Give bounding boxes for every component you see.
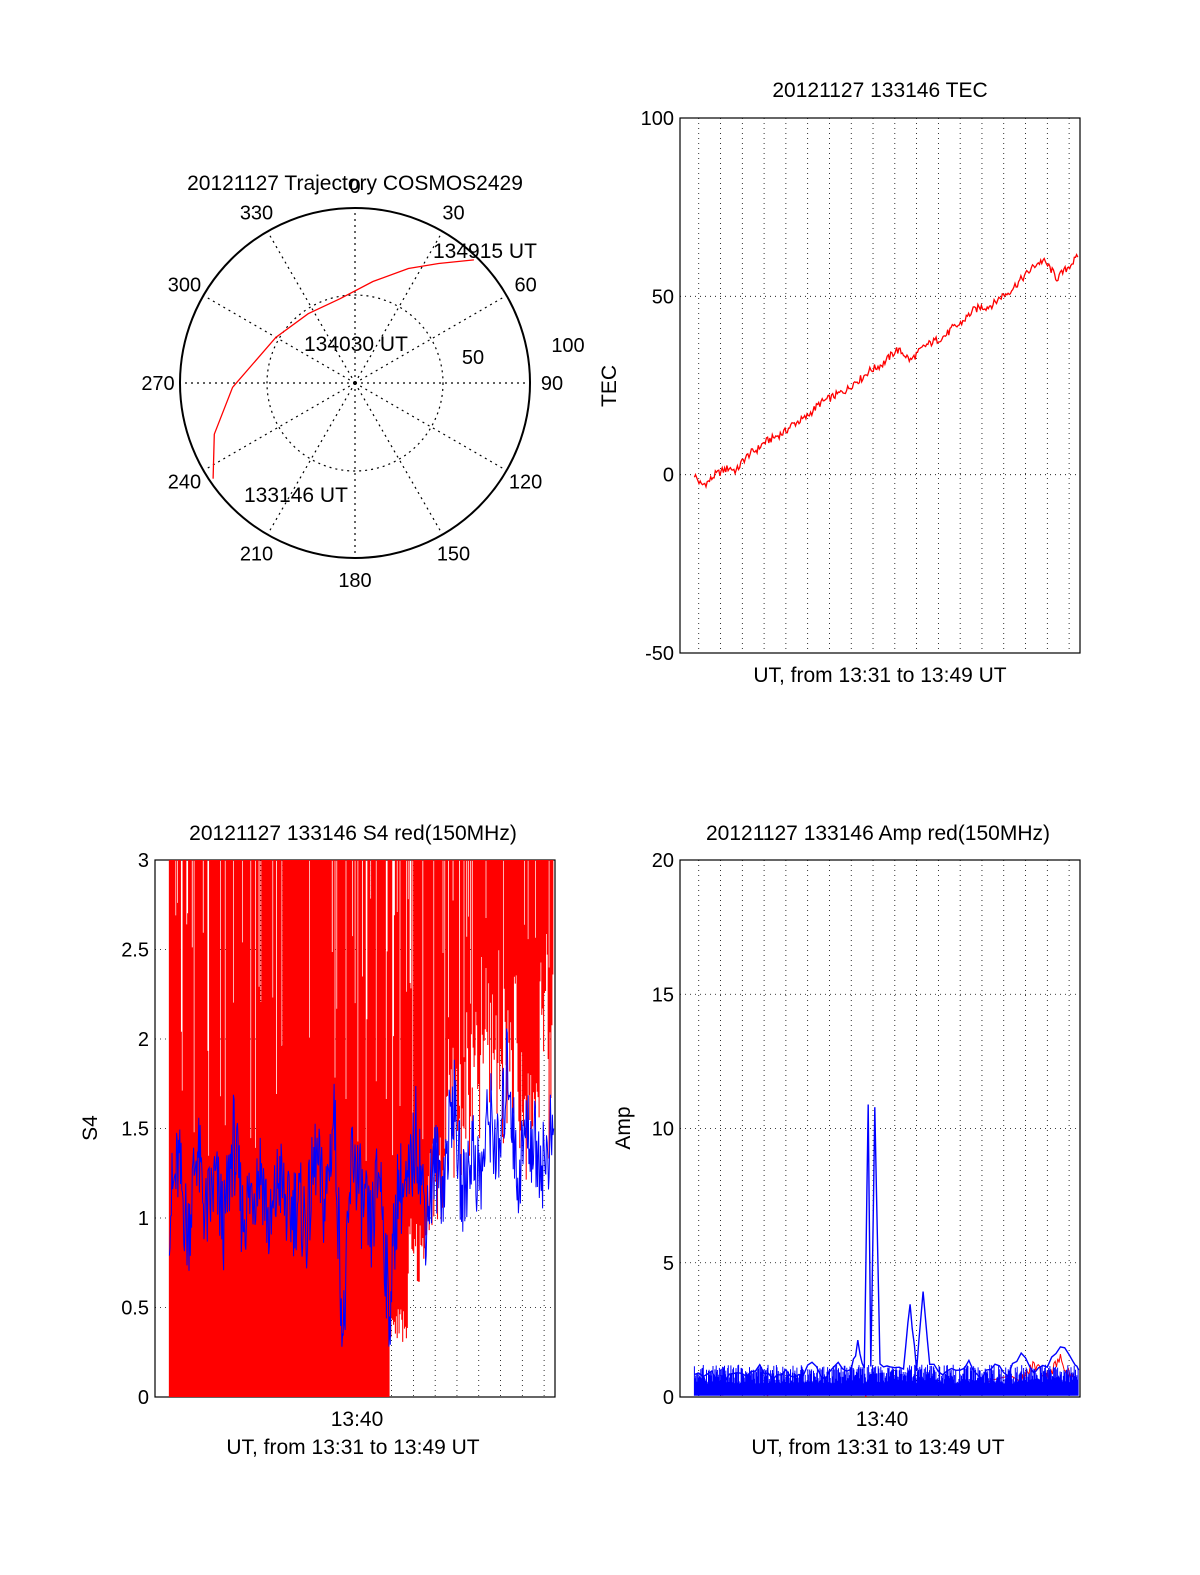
amp-ytick-label: 0 bbox=[663, 1387, 674, 1409]
polar-chart: 20121127 Trajectory COSMOS2429 0 30 60 90 12… bbox=[141, 172, 584, 592]
amp-chart: 20121127 133146 Amp red(150MHz) 0 5 10 15 20… bbox=[612, 822, 1081, 1459]
polar-radius-label-50: 50 bbox=[462, 347, 484, 369]
s4-ylabel: S4 bbox=[79, 1115, 102, 1141]
s4-ytick-label: 2.5 bbox=[121, 940, 149, 962]
polar-angle-label: 0 bbox=[349, 176, 360, 198]
s4-ytick-label: 1.5 bbox=[121, 1119, 149, 1141]
polar-spoke bbox=[354, 382, 444, 535]
s4-xtick-label: 13:40 bbox=[331, 1408, 384, 1431]
amp-y-ticks: 0 5 10 15 20 bbox=[652, 850, 674, 1409]
polar-angle-label: 150 bbox=[437, 544, 470, 566]
amp-blue-series bbox=[694, 1104, 1080, 1384]
amp-title: 20121127 133146 Amp red(150MHz) bbox=[706, 822, 1050, 845]
polar-angle-label: 90 bbox=[541, 373, 563, 395]
polar-angle-label: 300 bbox=[168, 275, 201, 297]
s4-blue-series bbox=[168, 1028, 555, 1347]
tec-series-line bbox=[693, 252, 1079, 490]
s4-ytick-label: 2 bbox=[138, 1029, 149, 1051]
tec-plot-frame bbox=[679, 117, 1081, 654]
polar-angle-label: 120 bbox=[509, 472, 542, 494]
tec-ytick-label: 100 bbox=[641, 108, 674, 130]
s4-series bbox=[168, 860, 555, 1397]
amp-ytick-label: 10 bbox=[652, 1119, 674, 1141]
trajectory-start-label: 133146 UT bbox=[244, 484, 348, 507]
amp-ytick-label: 20 bbox=[652, 850, 674, 872]
polar-spoke bbox=[354, 294, 507, 384]
amp-ytick-label: 15 bbox=[652, 984, 674, 1006]
polar-spoke bbox=[266, 382, 356, 535]
tec-chart: 20121127 133146 TEC -50 0 50 100 TEC UT, fr… bbox=[598, 79, 1081, 687]
amp-grid bbox=[680, 860, 1080, 1397]
polar-trajectory-line bbox=[212, 259, 474, 479]
amp-ylabel: Amp bbox=[612, 1106, 635, 1149]
tec-xlabel: UT, from 13:31 to 13:49 UT bbox=[753, 664, 1006, 687]
polar-angle-label: 330 bbox=[240, 202, 273, 224]
s4-title: 20121127 133146 S4 red(150MHz) bbox=[189, 822, 517, 845]
polar-radius-label-100: 100 bbox=[551, 335, 584, 357]
trajectory-mid-label: 134030 UT bbox=[304, 333, 408, 356]
polar-inner-ring bbox=[266, 294, 444, 472]
tec-grid bbox=[680, 118, 1080, 653]
polar-spoke bbox=[266, 231, 356, 384]
amp-blue-band bbox=[693, 1364, 1079, 1396]
s4-ytick-label: 3 bbox=[138, 850, 149, 872]
s4-y-ticks: 0 0.5 1 1.5 2 2.5 3 bbox=[121, 850, 149, 1409]
polar-spokes bbox=[180, 208, 530, 558]
amp-xtick-label: 13:40 bbox=[856, 1408, 909, 1431]
polar-angle-label: 210 bbox=[240, 544, 273, 566]
polar-angle-label: 30 bbox=[442, 202, 464, 224]
polar-spoke bbox=[203, 294, 356, 384]
tec-ytick-label: 0 bbox=[663, 465, 674, 487]
polar-angle-label: 270 bbox=[141, 373, 174, 395]
polar-angle-label: 180 bbox=[338, 570, 371, 592]
tec-ylabel: TEC bbox=[598, 365, 621, 407]
tec-y-ticks: -50 0 50 100 bbox=[641, 108, 674, 665]
s4-ytick-label: 1 bbox=[138, 1208, 149, 1230]
polar-title: 20121127 Trajectory COSMOS2429 bbox=[187, 172, 523, 195]
polar-angle-label: 240 bbox=[168, 472, 201, 494]
s4-ytick-label: 0 bbox=[138, 1387, 149, 1409]
amp-xlabel: UT, from 13:31 to 13:49 UT bbox=[751, 1436, 1004, 1459]
tec-ytick-label: -50 bbox=[645, 643, 674, 665]
s4-xlabel: UT, from 13:31 to 13:49 UT bbox=[226, 1436, 479, 1459]
s4-chart: 20121127 133146 S4 red(150MHz) 0 0.5 1 1.5 2… bbox=[79, 822, 556, 1459]
polar-angle-labels: 0 30 60 90 120 150 180 210 240 270 300 330 bbox=[141, 176, 563, 592]
amp-series bbox=[693, 1104, 1080, 1398]
polar-spoke bbox=[354, 231, 444, 384]
polar-spoke bbox=[203, 382, 356, 472]
trajectory-end-label: 134915 UT bbox=[433, 240, 537, 263]
s4-ytick-label: 0.5 bbox=[121, 1298, 149, 1320]
amp-ytick-label: 5 bbox=[663, 1253, 674, 1275]
s4-red-series bbox=[168, 860, 554, 1397]
tec-title: 20121127 133146 TEC bbox=[772, 79, 987, 102]
tec-ytick-label: 50 bbox=[652, 286, 674, 308]
polar-spoke bbox=[354, 382, 507, 472]
polar-angle-label: 60 bbox=[514, 275, 536, 297]
